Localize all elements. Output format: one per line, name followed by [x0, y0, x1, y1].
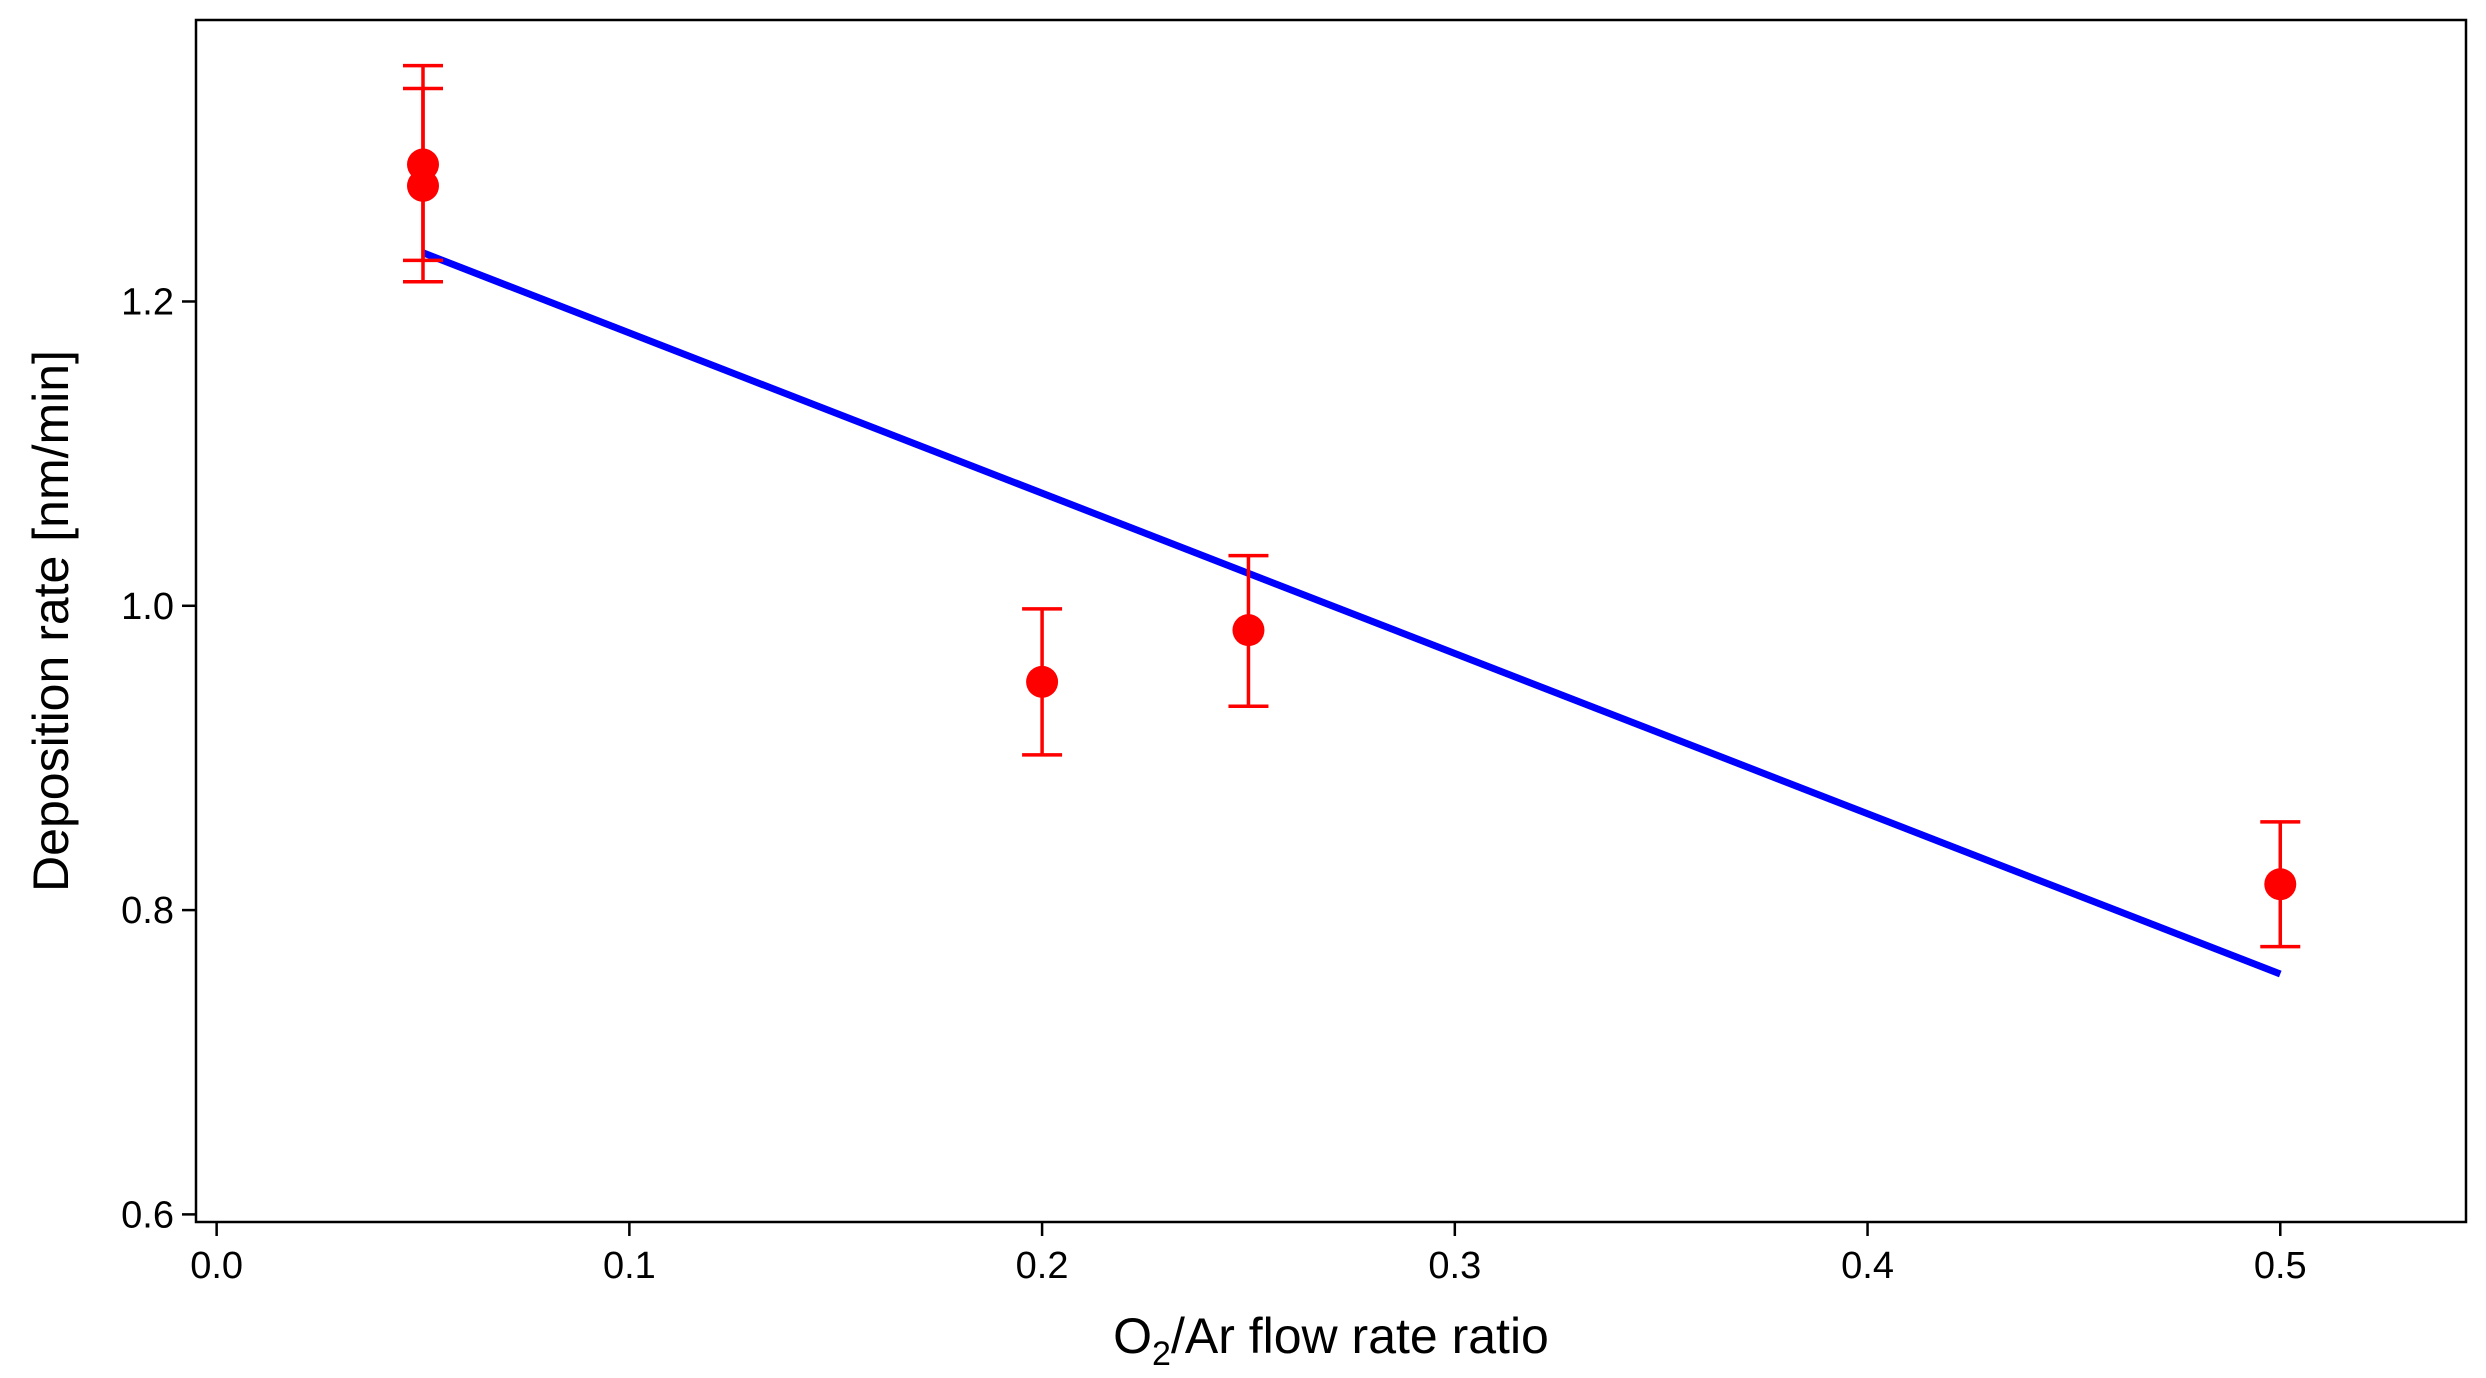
- x-tick-label: 0.2: [1016, 1245, 1069, 1287]
- x-tick-label: 0.1: [603, 1245, 656, 1287]
- data-point: [2264, 868, 2297, 901]
- fit-line: [421, 249, 2282, 978]
- y-tick-label: 1.2: [121, 281, 174, 323]
- x-tick-label: 0.5: [2254, 1245, 2307, 1287]
- x-axis-title-main: O: [1113, 1308, 1152, 1364]
- plot-frame: [194, 18, 2468, 1224]
- x-axis-title: O2/Ar flow rate ratio: [1113, 1308, 1549, 1373]
- x-axis-title-rest: /Ar flow rate ratio: [1171, 1308, 1549, 1364]
- y-tick-label: 1.0: [121, 586, 174, 628]
- fit-line-group: [421, 249, 2282, 978]
- x-axis-title-subscript: 2: [1152, 1335, 1171, 1373]
- x-tick-label: 0.4: [1841, 1245, 1894, 1287]
- data-points-group: [403, 63, 2301, 949]
- data-point: [1026, 665, 1059, 698]
- x-axis-ticks: 0.0 0.1 0.2 0.3 0.4 0.5: [190, 1222, 2307, 1287]
- y-axis-title: Deposition rate [nm/min]: [23, 350, 79, 892]
- x-tick-label: 0.0: [190, 1245, 243, 1287]
- y-tick-label: 0.6: [121, 1194, 174, 1236]
- data-point: [407, 169, 439, 202]
- y-axis-ticks: 0.6 0.8 1.0 1.2: [121, 281, 196, 1236]
- y-tick-label: 0.8: [121, 890, 174, 932]
- x-tick-label: 0.3: [1428, 1245, 1481, 1287]
- data-point: [1232, 614, 1265, 647]
